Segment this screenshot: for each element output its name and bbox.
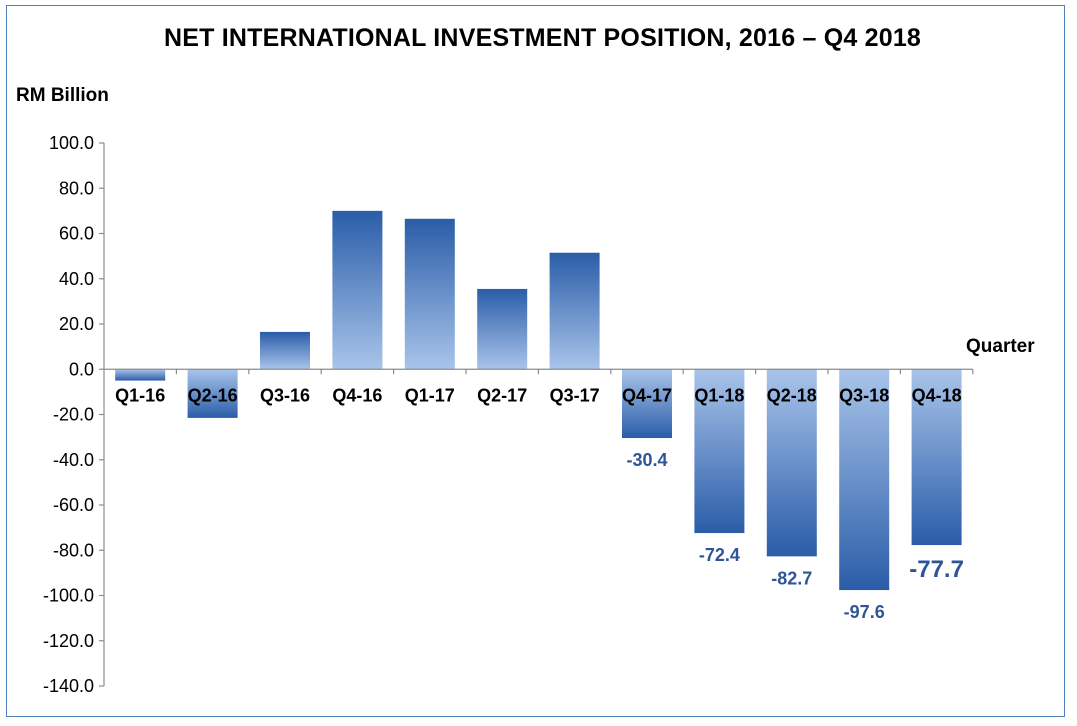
bar-q2-16 [187,369,238,418]
data-label: -77.7 [909,556,964,583]
y-tick-label: -20.0 [53,405,94,425]
y-tick-label: -60.0 [53,495,94,515]
bar-q1-16 [115,369,166,381]
chart-frame [6,5,1065,717]
x-axis-label: Quarter [966,336,1035,357]
bar-q3-17 [549,252,600,370]
y-tick-label: -100.0 [43,586,94,606]
x-tick-label: Q3-16 [260,385,310,405]
bar-q4-16 [332,210,383,370]
x-tick-label: Q4-16 [332,385,382,405]
chart-title: NET INTERNATIONAL INVESTMENT POSITION, 2… [163,24,922,52]
x-tick-label: Q2-16 [188,385,238,405]
data-label: -97.6 [844,602,885,622]
y-tick-label: -140.0 [43,676,94,696]
bar-q4-18 [911,369,962,546]
bar-q3-16 [260,331,310,370]
data-label: -82.7 [771,568,812,588]
bar-q3-18 [839,369,890,591]
y-tick-label: -40.0 [53,450,94,470]
data-label: -72.4 [699,545,740,565]
y-tick-label: 100.0 [49,133,94,153]
x-tick-label: Q1-16 [115,385,165,405]
x-tick-label: Q4-18 [912,385,962,405]
bar-q1-18 [694,369,745,534]
bar-q2-17 [477,288,528,370]
bar-q1-17 [404,218,455,370]
x-tick-label: Q1-17 [405,385,455,405]
x-tick-label: Q3-17 [550,385,600,405]
x-tick-label: Q1-18 [694,385,744,405]
x-tick-label: Q2-17 [477,385,527,405]
x-tick-label: Q2-18 [767,385,817,405]
x-tick-label: Q3-18 [839,385,889,405]
y-tick-label: 20.0 [59,314,94,334]
y-axis-label: RM Billion [16,85,109,106]
bar-q2-18 [766,369,817,557]
y-tick-label: 0.0 [69,359,94,379]
y-tick-label: -80.0 [53,540,94,560]
x-tick-label: Q4-17 [622,385,672,405]
bar-q4-17 [622,369,672,439]
data-label: -30.4 [626,450,667,470]
y-tick-label: 40.0 [59,269,94,289]
y-tick-label: 80.0 [59,178,94,198]
y-tick-label: 60.0 [59,224,94,244]
y-tick-label: -120.0 [43,631,94,651]
